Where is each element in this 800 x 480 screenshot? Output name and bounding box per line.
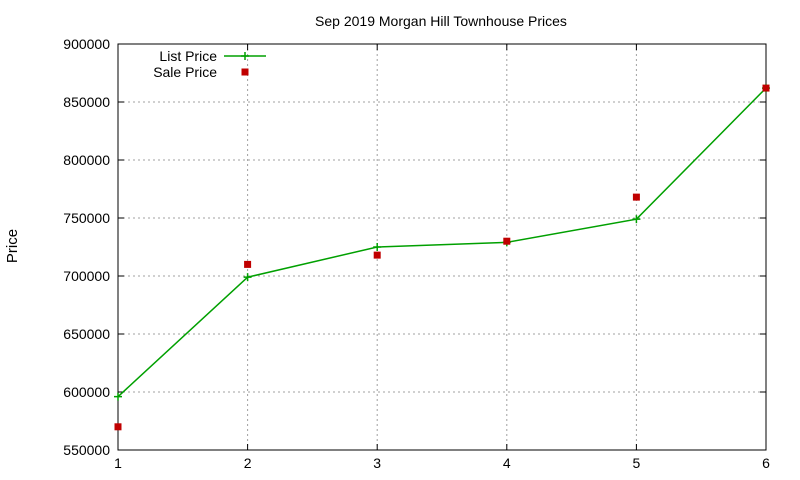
legend-marker-sale-price bbox=[241, 68, 249, 76]
legend-marker-list-price bbox=[241, 52, 249, 60]
list-price-line bbox=[117, 87, 767, 398]
list-price-point bbox=[243, 273, 252, 282]
y-tick-label: 750000 bbox=[63, 210, 110, 226]
y-tick-label: 700000 bbox=[63, 268, 110, 284]
y-tick-label: 550000 bbox=[63, 442, 110, 458]
plot-frame bbox=[117, 43, 767, 451]
x-tick-label: 6 bbox=[762, 455, 770, 471]
legend-label-list-price: List Price bbox=[159, 48, 217, 64]
x-tick-label: 5 bbox=[633, 455, 641, 471]
x-tick-label: 4 bbox=[503, 455, 511, 471]
grid-lines bbox=[118, 44, 766, 450]
y-tick-label: 800000 bbox=[63, 152, 110, 168]
legend-label-sale-price: Sale Price bbox=[153, 64, 217, 80]
y-tick-label: 850000 bbox=[63, 94, 110, 110]
y-tick-label: 600000 bbox=[63, 384, 110, 400]
data-series bbox=[114, 84, 770, 431]
chart-title: Sep 2019 Morgan Hill Townhouse Prices bbox=[315, 13, 567, 29]
x-tick-label: 3 bbox=[373, 455, 381, 471]
sale-price-point bbox=[762, 84, 770, 92]
list-price-series bbox=[114, 84, 770, 401]
sale-price-series bbox=[114, 84, 770, 431]
sale-price-point bbox=[503, 237, 511, 245]
list-price-point bbox=[632, 215, 641, 224]
x-tick-label: 2 bbox=[244, 455, 252, 471]
sale-price-point bbox=[244, 260, 252, 268]
sale-price-point bbox=[373, 251, 381, 259]
list-price-point bbox=[114, 392, 122, 401]
x-tick-label: 1 bbox=[114, 455, 122, 471]
list-price-point bbox=[373, 243, 382, 251]
y-axis-label: Price bbox=[4, 229, 21, 263]
sale-price-point bbox=[632, 193, 640, 201]
axis-ticks: 550000 600000 650000 700000 750000 800000 8500… bbox=[63, 36, 770, 471]
sale-price-point bbox=[114, 423, 122, 431]
y-tick-label: 650000 bbox=[63, 326, 110, 342]
y-tick-label: 900000 bbox=[63, 36, 110, 52]
